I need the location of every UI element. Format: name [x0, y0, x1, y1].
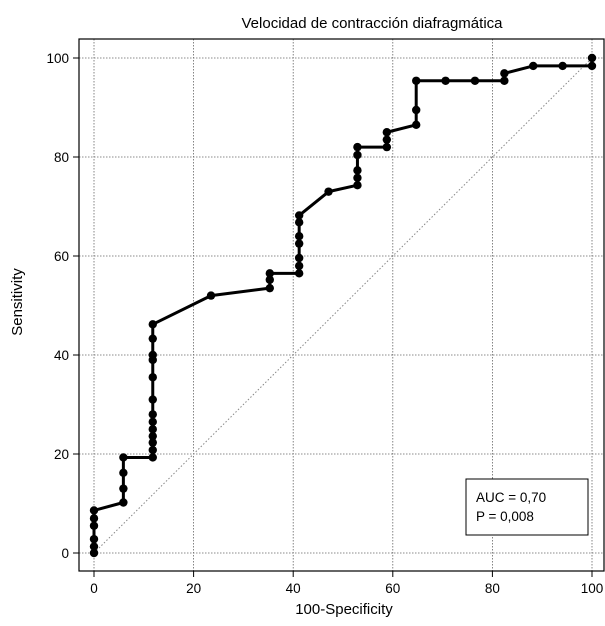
roc-point [500, 76, 509, 85]
x-tick-label: 0 [90, 581, 98, 596]
y-tick-label: 60 [54, 249, 69, 264]
roc-point [412, 105, 421, 115]
x-tick-label: 40 [286, 581, 301, 596]
grid [79, 39, 604, 571]
roc-point [119, 468, 128, 478]
y-tick-label: 20 [54, 447, 69, 462]
roc-point [353, 166, 362, 175]
chart-title: Velocidad de contracción diafragmática [242, 15, 504, 32]
y-tick-label: 40 [54, 348, 69, 363]
roc-point [353, 150, 362, 160]
roc-point [265, 275, 274, 284]
roc-point [382, 135, 392, 144]
p-value-text: P = 0,008 [476, 509, 534, 524]
x-tick-label: 80 [485, 581, 500, 596]
roc-point [294, 253, 304, 263]
roc-point [148, 410, 157, 419]
roc-point [441, 76, 450, 85]
auc-text: AUC = 0,70 [476, 490, 546, 505]
y-axis-label: Sensitivity [9, 268, 26, 336]
reference-diagonal [93, 57, 593, 554]
roc-point [148, 425, 157, 434]
y-tick-label: 0 [61, 546, 69, 561]
roc-point [324, 187, 333, 196]
roc-point [89, 548, 99, 558]
plot-frame [78, 38, 605, 572]
roc-point [353, 142, 362, 152]
roc-point [587, 61, 597, 71]
roc-point [148, 438, 157, 447]
roc-point [89, 506, 99, 515]
roc-point [148, 350, 157, 360]
roc-point [119, 453, 128, 462]
roc-point [206, 291, 216, 300]
roc-point [470, 76, 480, 85]
x-axis-label: 100-Specificity [295, 601, 393, 618]
roc-point [500, 69, 509, 78]
roc-point [294, 232, 304, 241]
y-tick-label: 80 [54, 150, 69, 165]
roc-point [294, 239, 304, 248]
roc-point [294, 218, 304, 227]
roc-point [148, 320, 157, 329]
roc-point [353, 181, 362, 190]
roc-point [382, 128, 392, 137]
roc-points [89, 53, 597, 558]
roc-point [89, 514, 99, 523]
roc-point [148, 417, 157, 427]
roc-point [148, 445, 157, 455]
roc-point [265, 283, 274, 293]
roc-point [529, 61, 538, 71]
roc-point [119, 484, 128, 493]
roc-point [587, 53, 597, 63]
axis-ticks [73, 57, 593, 577]
roc-point [294, 261, 304, 271]
roc-point [89, 534, 99, 544]
roc-point [265, 269, 274, 278]
x-tick-label: 20 [186, 581, 201, 596]
roc-point [119, 498, 128, 507]
roc-point [382, 142, 392, 152]
roc-point [148, 373, 157, 382]
y-tick-labels: 0 20 40 60 80 100 [46, 51, 69, 561]
x-tick-labels: 0 20 40 60 80 100 [90, 581, 603, 596]
roc-point [412, 76, 421, 85]
roc-point [89, 521, 99, 530]
x-tick-label: 100 [581, 581, 604, 596]
roc-point [412, 120, 421, 130]
roc-point [148, 395, 157, 404]
roc-point [294, 211, 304, 220]
roc-point [89, 542, 99, 551]
roc-point [353, 173, 362, 182]
roc-point [148, 453, 157, 462]
roc-point [148, 334, 157, 343]
auc-annotation-box: AUC = 0,70 P = 0,008 [465, 478, 589, 536]
x-tick-label: 60 [385, 581, 400, 596]
roc-point [294, 269, 304, 278]
y-tick-label: 100 [46, 51, 69, 66]
roc-point [558, 61, 567, 71]
roc-point [148, 431, 157, 441]
